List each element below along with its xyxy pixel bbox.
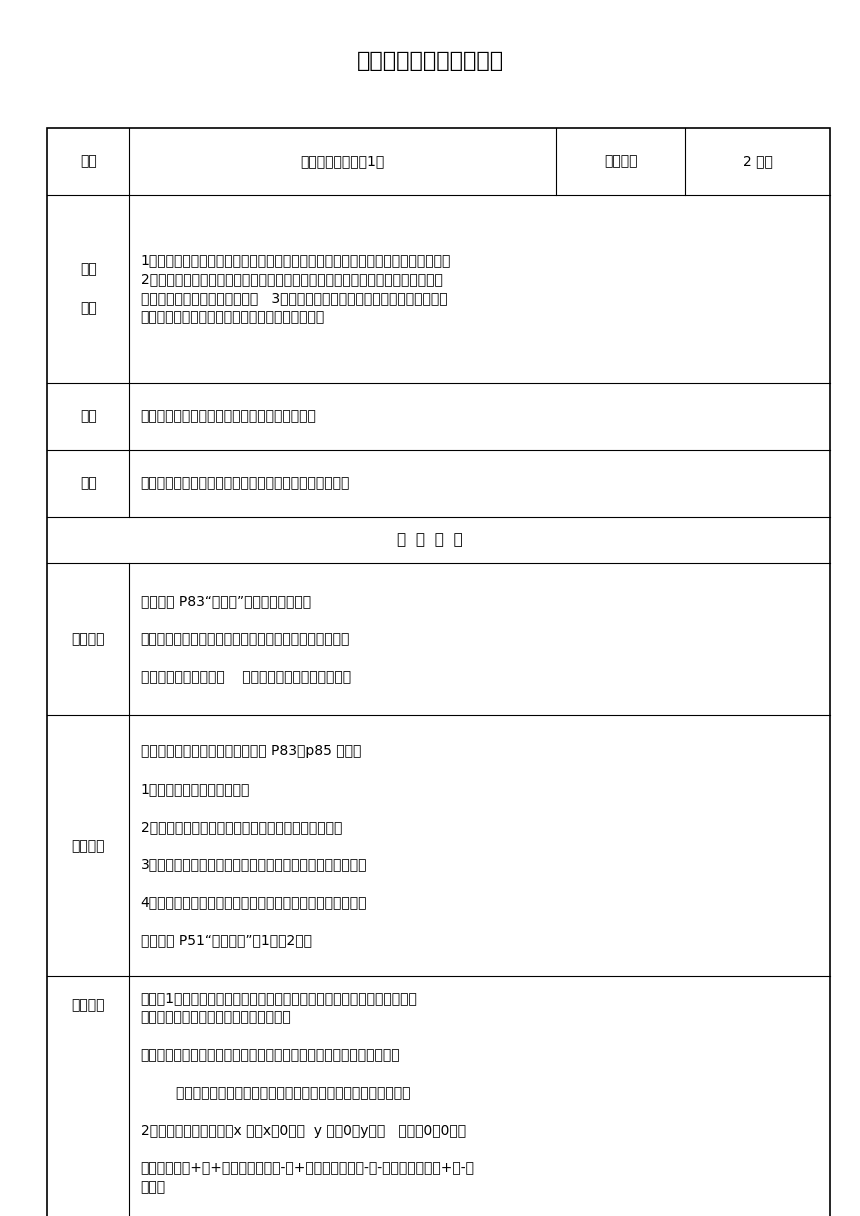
Text: 重点: 重点	[80, 410, 97, 423]
Text: 教学

目标: 教学 目标	[80, 263, 97, 315]
Text: 难点: 难点	[80, 477, 97, 490]
Text: 八年级（下册）数学教案: 八年级（下册）数学教案	[356, 51, 504, 71]
Text: 讲述：1、平面直角坐标系：两条数轴互相垂直，原点重合，通常取向上、
向右为正方向，单位长度一般取相同的。

注意：表示坐标时，必须横坐标在前，纵坐标在后，中间用: 讲述：1、平面直角坐标系：两条数轴互相垂直，原点重合，通常取向上、 向右为正方向…	[141, 991, 475, 1194]
Text: 1、理解有序数对和平面直角坐标系的相关概念；理解象限及坐标轴上的点的特征。
2、能用有序数对表示物体的位置；在给定的平面直角坐标系中，能由点的位置写
出坐标，由: 1、理解有序数对和平面直角坐标系的相关概念；理解象限及坐标轴上的点的特征。 2、…	[141, 253, 451, 325]
Text: 合作交流: 合作交流	[71, 998, 105, 1013]
Text: 教  学  过  程: 教 学 过 程	[397, 533, 463, 547]
Text: 展示教材 P83“说一说”（多媒体显示）：

在现实生活中你还能找出哪些用数字确定位置的方法吗？

学生回答，全班交流。    引入课题：平面直角坐标系。: 展示教材 P83“说一说”（多媒体显示）： 在现实生活中你还能找出哪些用数字确定…	[141, 595, 351, 683]
Text: 平面直角坐标系（1）: 平面直角坐标系（1）	[301, 154, 385, 168]
Text: 2 课时: 2 课时	[742, 154, 772, 168]
Text: 自学指导: 自学指导	[71, 839, 105, 852]
Text: 有序数对的理解和平面内确定点的位置和坐标。: 有序数对的理解和平面内确定点的位置和坐标。	[141, 410, 316, 423]
Text: 课题: 课题	[80, 154, 97, 168]
Text: 提出问题，学生带着问题自学教材 P83～p85 内容：

1、什么是平面直角坐标系？

2、什么是点的坐标？什么是横坐标？什么是纵坐标？

3、什么是象限？各象: 提出问题，学生带着问题自学教材 P83～p85 内容： 1、什么是平面直角坐标系…	[141, 744, 367, 947]
Text: 情景导入: 情景导入	[71, 632, 105, 646]
Text: 课时安排: 课时安排	[604, 154, 637, 168]
Text: 用有序数对表示点的位置，根据点的位置写出点的坐标。: 用有序数对表示点的位置，根据点的位置写出点的坐标。	[141, 477, 350, 490]
